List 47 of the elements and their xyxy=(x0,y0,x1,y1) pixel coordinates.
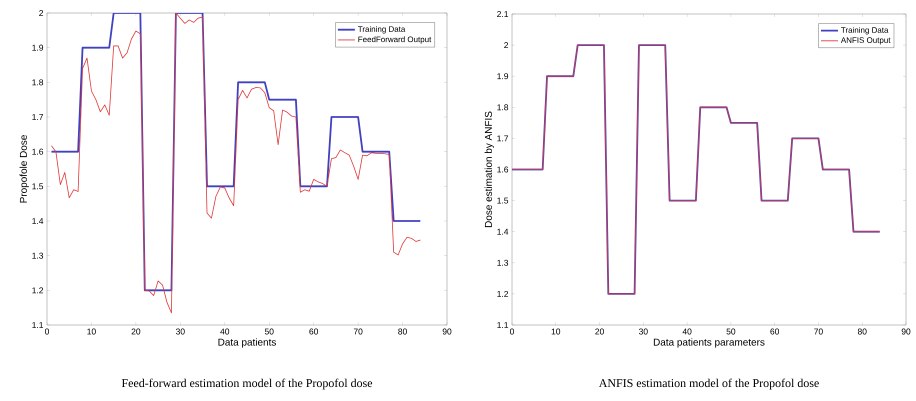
y-tick-label: 2 xyxy=(39,10,44,16)
y-tick-label: 1.1 xyxy=(497,322,508,328)
x-tick-label: 70 xyxy=(814,328,823,335)
y-axis-title: Dose estimation by ANFIS xyxy=(484,112,494,228)
x-tick-label: 90 xyxy=(442,328,452,335)
y-tick-label: 1.4 xyxy=(497,228,508,235)
text: Feed-forward estimation model of the Propofol dose xyxy=(122,378,372,390)
x-tick-label: 50 xyxy=(726,328,736,335)
x-tick-label: 20 xyxy=(595,328,604,335)
y-axis-title: Propofole Dose xyxy=(20,135,29,203)
y-tick-label: 1.9 xyxy=(497,73,508,80)
x-tick-label: 60 xyxy=(770,328,780,335)
x-tick-label: 30 xyxy=(176,328,185,335)
x-tick-label: 10 xyxy=(87,328,96,335)
x-tick-label: 60 xyxy=(309,328,318,335)
y-tick-label: 1.5 xyxy=(32,183,44,190)
x-tick-label: 50 xyxy=(264,328,274,335)
x-tick-label: 30 xyxy=(638,328,648,335)
x-tick-label: 90 xyxy=(902,328,910,335)
x-tick-label: 0 xyxy=(510,328,514,335)
y-tick-label: 1.8 xyxy=(497,104,508,110)
y-tick-label: 2.1 xyxy=(497,11,508,17)
x-axis-title: Data patients parameters xyxy=(654,338,765,348)
y-tick-label: 1.3 xyxy=(32,252,44,259)
y-tick-label: 1.7 xyxy=(32,114,44,120)
y-tick-label: 1.1 xyxy=(32,322,44,328)
text: ANFIS estimation model of the Propofol dose xyxy=(598,378,819,390)
y-tick-label: 1.3 xyxy=(497,260,508,266)
y-tick-label: 1.6 xyxy=(497,166,508,172)
y-tick-label: 2 xyxy=(504,42,508,48)
y-tick-label: 1.6 xyxy=(32,148,44,155)
x-tick-label: 40 xyxy=(220,328,230,335)
x-axis-title: Data patients xyxy=(218,338,276,348)
y-tick-label: 1.7 xyxy=(497,135,508,142)
x-tick-label: 20 xyxy=(132,328,140,335)
x-tick-label: 80 xyxy=(398,328,407,335)
x-tick-label: 80 xyxy=(858,328,867,335)
x-tick-label: 0 xyxy=(44,328,50,335)
y-tick-label: 1.2 xyxy=(497,290,508,297)
y-tick-label: 1.8 xyxy=(32,79,44,86)
x-tick-label: 40 xyxy=(682,328,692,335)
y-tick-label: 1.9 xyxy=(32,44,44,51)
y-tick-label: 1.5 xyxy=(497,198,508,204)
x-tick-label: 70 xyxy=(354,328,362,335)
x-tick-label: 10 xyxy=(552,328,560,335)
y-tick-label: 1.2 xyxy=(32,287,44,294)
y-tick-label: 1.4 xyxy=(32,218,44,224)
